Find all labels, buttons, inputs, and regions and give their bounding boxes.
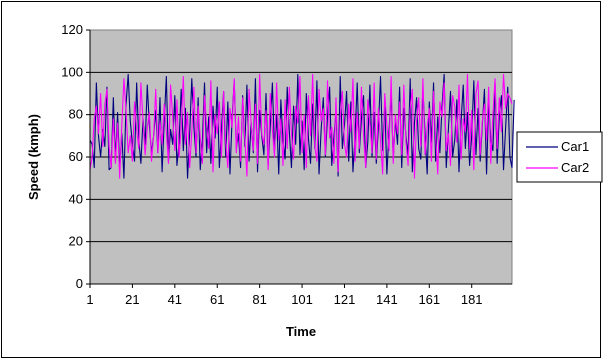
y-tick-label: 0 <box>76 276 83 291</box>
y-tick-label: 40 <box>69 191 83 206</box>
x-tick-label: 81 <box>252 292 266 307</box>
x-tick-label: 41 <box>168 292 182 307</box>
x-tick-label: 101 <box>291 292 313 307</box>
y-tick-label: 60 <box>69 149 83 164</box>
x-tick-label: 161 <box>418 292 440 307</box>
y-axis-title: Speed (kmph) <box>26 114 41 200</box>
legend-label-car2: Car2 <box>561 160 589 175</box>
legend-box <box>517 132 602 182</box>
x-tick-label: 181 <box>461 292 483 307</box>
y-tick-label: 80 <box>69 107 83 122</box>
y-tick-label: 120 <box>61 22 83 37</box>
y-tick-label: 100 <box>61 64 83 79</box>
x-tick-label: 141 <box>376 292 398 307</box>
x-tick-label: 61 <box>210 292 224 307</box>
legend: Car1 Car2 <box>517 132 602 182</box>
x-tick-label: 21 <box>125 292 139 307</box>
x-axis-title: Time <box>286 324 316 339</box>
x-tick-label: 1 <box>86 292 93 307</box>
legend-label-car1: Car1 <box>561 139 589 154</box>
y-tick-label: 20 <box>69 234 83 249</box>
x-tick-label: 121 <box>334 292 356 307</box>
